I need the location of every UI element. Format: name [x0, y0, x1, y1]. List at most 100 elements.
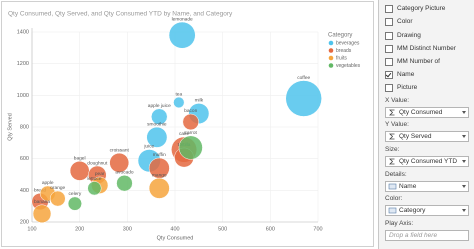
field-value: Qty Served: [399, 133, 432, 140]
y-tick-label: 200: [20, 219, 29, 225]
x-tick-label: 500: [218, 226, 227, 232]
data-label: bagel: [74, 156, 86, 162]
data-label: lettuce: [87, 176, 101, 182]
well-label: Color:: [385, 195, 403, 202]
dropdown-arrow: [462, 160, 466, 163]
checkbox[interactable]: [385, 70, 393, 79]
data-label: pear: [95, 171, 105, 177]
bubble: [168, 21, 196, 49]
field-well[interactable]: Category: [385, 205, 469, 216]
field-name: MM Distinct Number: [397, 45, 456, 52]
field-pane: Category Picture Color Drawing MM Distinct …: [378, 0, 474, 249]
sum-glyph: [389, 133, 395, 140]
field-item[interactable]: MM Distinct Number: [385, 43, 456, 54]
field-name: MM Number of: [397, 58, 440, 65]
field-well[interactable]: Drop a field here: [385, 230, 469, 241]
table-glyph: [388, 183, 397, 190]
legend-label: vegetables: [336, 63, 361, 69]
field-item[interactable]: Drawing: [385, 30, 421, 41]
data-label: orange: [50, 185, 65, 191]
data-label: banana: [34, 199, 50, 205]
bubble: [182, 113, 199, 131]
data-label: avocado: [115, 170, 133, 176]
field-name: Picture: [397, 84, 418, 91]
field-item[interactable]: Category Picture: [385, 3, 445, 14]
field-name: Category Picture: [397, 5, 446, 12]
well-label: X Value:: [385, 97, 410, 104]
data-label: bacon: [184, 108, 197, 114]
x-tick-label: 600: [266, 226, 275, 232]
field-well[interactable]: Name: [385, 181, 469, 192]
data-label: coffee: [297, 75, 310, 81]
field-name: Drawing: [397, 32, 421, 39]
legend-label: fruits: [336, 55, 347, 61]
y-axis-title: Qty Served: [7, 113, 13, 141]
field-value: Name: [399, 183, 417, 190]
field-item[interactable]: MM Number of: [385, 56, 440, 67]
well-label: Size:: [385, 146, 400, 153]
field-value: Qty Consumed: [399, 109, 443, 116]
bubble: [146, 126, 168, 148]
field-icon: [388, 207, 397, 214]
y-tick-label: 1200: [17, 61, 29, 67]
field-well[interactable]: Qty Consumed: [385, 107, 469, 118]
sum-icon: [389, 158, 395, 165]
legend-label: beverages: [336, 40, 360, 46]
x-tick-label: 700: [313, 226, 322, 232]
x-tick-label: 200: [75, 226, 84, 232]
legend-marker: [328, 55, 334, 61]
field-item[interactable]: Picture: [385, 82, 417, 93]
dropdown-arrow: [462, 111, 466, 114]
bubble: [148, 177, 170, 199]
sum-icon: [389, 109, 395, 116]
checkbox[interactable]: [385, 4, 393, 13]
legend-label: breads: [336, 48, 352, 54]
data-label: carrot: [185, 130, 198, 136]
x-axis-title: Qty Consumed: [157, 235, 194, 241]
field-item[interactable]: Name: [385, 69, 414, 80]
bubble: [87, 181, 102, 196]
dropdown-arrow: [462, 209, 466, 212]
data-label: muffin: [153, 152, 166, 158]
checkbox[interactable]: [385, 31, 393, 40]
x-tick-label: 300: [123, 226, 132, 232]
x-tick-label: 400: [170, 226, 179, 232]
checkbox[interactable]: [385, 57, 393, 66]
bubble: [151, 108, 168, 125]
y-tick-label: 1000: [17, 93, 29, 99]
checkbox[interactable]: [385, 17, 393, 26]
data-label: croissant: [110, 147, 130, 153]
bubble: [285, 80, 322, 117]
legend-marker: [328, 40, 334, 46]
data-label: apple: [42, 180, 54, 186]
checkbox[interactable]: [385, 83, 393, 92]
well-label: Y Value:: [385, 121, 409, 128]
field-name: Color: [397, 18, 413, 25]
well-label: Details:: [385, 171, 407, 178]
field-item[interactable]: Color: [385, 16, 413, 27]
well-label: Play Axis:: [385, 220, 414, 227]
data-label: celery: [69, 191, 82, 197]
field-value: Qty Consumed YTD: [399, 158, 458, 165]
bubble: [178, 135, 203, 160]
x-tick-label: 100: [27, 226, 36, 232]
field-value: Category: [399, 207, 426, 214]
checkbox[interactable]: [385, 44, 393, 53]
field-well[interactable]: Qty Served: [385, 131, 469, 142]
field-well[interactable]: Qty Consumed YTD: [385, 156, 469, 167]
data-label: doughnut: [87, 160, 108, 166]
placeholder: Drop a field here: [389, 232, 438, 239]
field-icon: [388, 183, 397, 190]
dropdown-arrow: [462, 135, 466, 138]
legend-marker: [328, 48, 334, 53]
data-label: apple juice: [148, 103, 171, 109]
bubble: [116, 174, 133, 192]
bubble: [49, 190, 66, 207]
data-label: juice: [143, 144, 154, 150]
y-tick-label: 800: [20, 124, 29, 130]
legend-title: Category: [328, 33, 352, 39]
bubble: [173, 96, 185, 109]
table-glyph: [388, 207, 397, 214]
y-tick-label: 600: [20, 156, 29, 162]
